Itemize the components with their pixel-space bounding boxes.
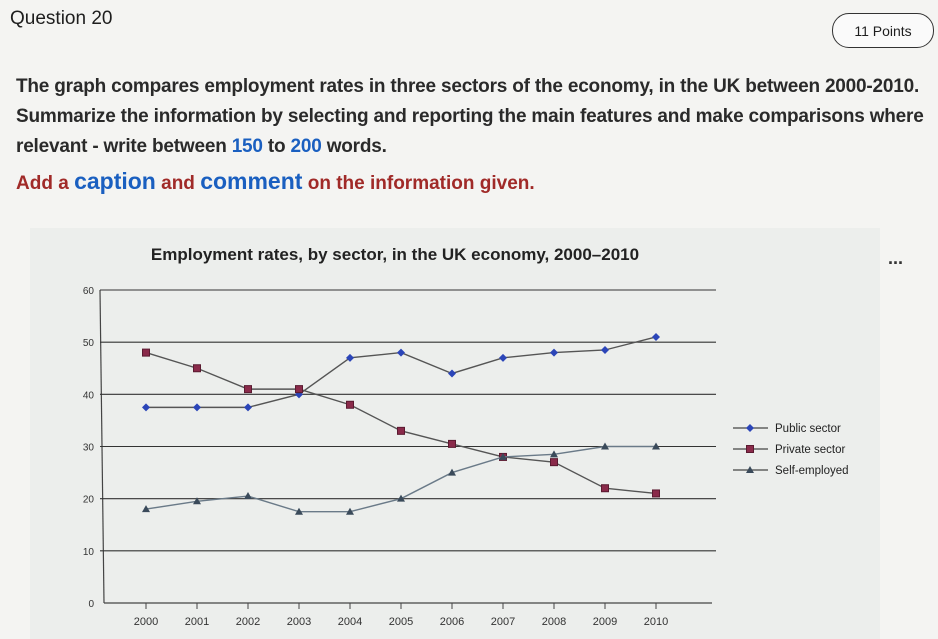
instr-rest: on the information given. [302, 173, 535, 194]
prompt-to: to [262, 136, 291, 157]
instr-comment: comment [200, 168, 303, 194]
points-badge: 11 Points [832, 13, 934, 48]
question-prompt: The graph compares employment rates in t… [16, 72, 931, 162]
question-text-block: The graph compares employment rates in t… [16, 72, 931, 199]
question-title: Question 20 [10, 8, 113, 29]
instr-and: and [155, 173, 201, 194]
prompt-text: The graph compares employment rates in t… [16, 76, 924, 157]
chart-panel [30, 228, 880, 639]
instr-caption: caption [74, 168, 156, 194]
instr-add: Add a [16, 173, 75, 194]
prompt-words: words. [321, 136, 387, 157]
more-options-button[interactable]: ... [888, 248, 904, 268]
min-words: 150 [231, 136, 263, 157]
max-words: 200 [290, 136, 322, 157]
instruction: Add a caption and comment on the informa… [16, 166, 931, 199]
